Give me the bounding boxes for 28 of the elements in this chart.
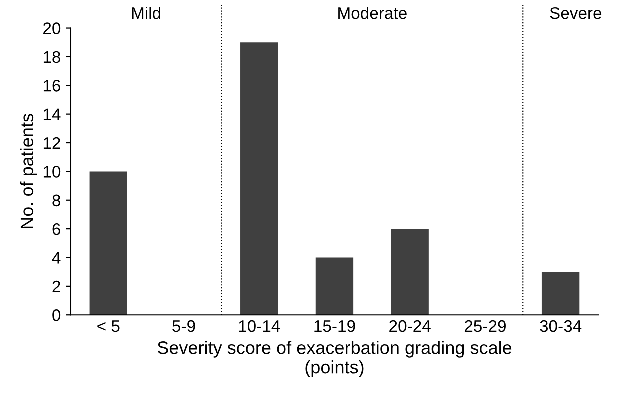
y-axis-title: No. of patients	[20, 114, 38, 228]
x-axis-title: Severity score of exacerbation grading scale (points)	[158, 341, 512, 378]
bar	[542, 272, 580, 316]
y-tick-label: 18	[44, 51, 61, 64]
y-tick-label: 0	[52, 310, 61, 322]
bar	[391, 229, 429, 316]
y-tick-label: 6	[52, 223, 60, 236]
y-tick-label: 20	[44, 22, 61, 34]
bar	[316, 258, 354, 316]
x-tick-label: 20-24	[390, 320, 431, 332]
x-tick-label: 5-9	[172, 320, 196, 332]
x-tick-label: < 5	[98, 320, 120, 332]
text: Severe	[550, 7, 602, 20]
x-tick-label: 25-29	[464, 320, 506, 332]
x-tick-label: 30-34	[540, 320, 582, 332]
y-tick-label: 14	[44, 108, 61, 120]
y-tick-label: 16	[44, 80, 60, 92]
x-tick-label: 15-19	[314, 320, 356, 332]
bar	[90, 172, 128, 316]
y-tick-label: 12	[44, 137, 60, 150]
y-tick-label: 2	[52, 280, 60, 292]
y-tick-label: 8	[52, 194, 61, 207]
bar	[240, 42, 278, 316]
y-tick-label: 10	[44, 166, 61, 178]
x-tick-label: 10-14	[239, 320, 280, 332]
text: Moderate	[338, 7, 407, 20]
y-tick-label: 4	[52, 252, 61, 264]
text: Mild	[132, 7, 161, 20]
